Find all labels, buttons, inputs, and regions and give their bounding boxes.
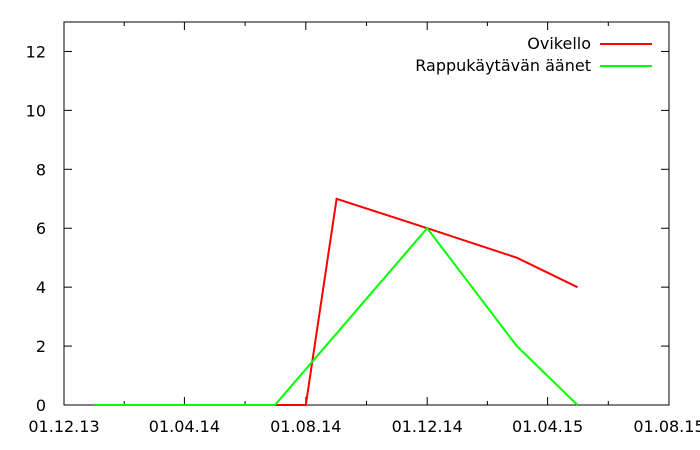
x-axis: 01.12.13 01.04.14 01.08.14 01.12.14 01.04.15…	[28, 22, 700, 436]
x-tick-label: 01.04.15	[512, 417, 583, 436]
y-tick-label: 2	[36, 337, 46, 356]
y-tick-label: 4	[36, 278, 46, 297]
x-tick-label: 01.08.15	[633, 417, 700, 436]
y-tick-label: 0	[36, 396, 46, 415]
x-tick-label: 01.04.14	[149, 417, 220, 436]
legend-label: Rappukäytävän äänet	[415, 56, 591, 75]
x-tick-label: 01.12.14	[392, 417, 463, 436]
series-line	[94, 226, 579, 406]
legend-label: Ovikello	[527, 34, 591, 53]
y-axis: 0 2 4 6 8 10 12	[26, 42, 669, 415]
y-tick-label: 6	[36, 219, 46, 238]
x-tick-label: 01.08.14	[270, 417, 341, 436]
series-lines	[94, 197, 579, 406]
y-tick-label: 10	[26, 101, 46, 120]
y-tick-label: 8	[36, 160, 46, 179]
plot-area-frame	[63, 21, 670, 406]
series-line	[94, 197, 578, 406]
legend: Ovikello Rappukäytävän äänet	[415, 34, 652, 75]
y-tick-label: 12	[26, 42, 46, 61]
x-tick-label: 01.12.13	[28, 417, 99, 436]
